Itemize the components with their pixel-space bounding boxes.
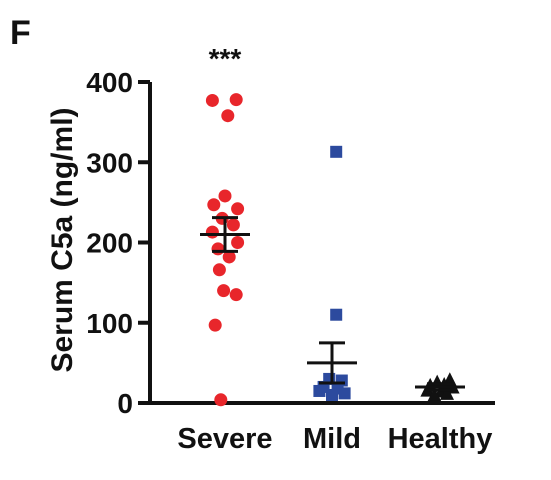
y-tick-label: 400: [86, 67, 133, 98]
data-point: [205, 225, 219, 239]
x-tick-label: Mild: [303, 423, 361, 455]
data-point: [338, 387, 351, 400]
data-point: [217, 284, 231, 298]
data-point: [205, 93, 219, 107]
data-point: [229, 93, 243, 107]
y-axis-label: Serum C5a (ng/ml): [46, 107, 79, 372]
data-point: [330, 145, 343, 158]
data-point: [211, 242, 225, 256]
data-point: [440, 385, 454, 400]
axes: 0 100 200 300 400 Severe Mild Healthy ***: [86, 43, 495, 455]
y-tick-label: 0: [117, 388, 133, 419]
data-point: [218, 189, 232, 203]
data-point: [208, 318, 222, 332]
data-point: [231, 236, 245, 249]
x-tick-label: Healthy: [388, 423, 493, 455]
data-point: [221, 109, 235, 123]
data-point: [229, 288, 243, 302]
y-tick-label: 100: [86, 308, 133, 339]
data-point: [212, 263, 226, 277]
data-point: [326, 388, 338, 401]
data-point: [313, 384, 326, 397]
data-point: [330, 308, 343, 321]
y-tick-label: 200: [86, 228, 133, 259]
significance-annotation: ***: [209, 43, 242, 74]
y-tick-label: 300: [86, 147, 133, 178]
x-tick-label: Severe: [177, 423, 272, 455]
data-point: [214, 393, 228, 407]
data-point: [231, 202, 245, 216]
mean-sem-bars: [200, 216, 465, 392]
data-point: [226, 218, 240, 232]
data-point: [207, 198, 221, 212]
data-point: [222, 250, 236, 264]
panel-label: F: [10, 14, 31, 52]
data-point: [427, 387, 442, 402]
